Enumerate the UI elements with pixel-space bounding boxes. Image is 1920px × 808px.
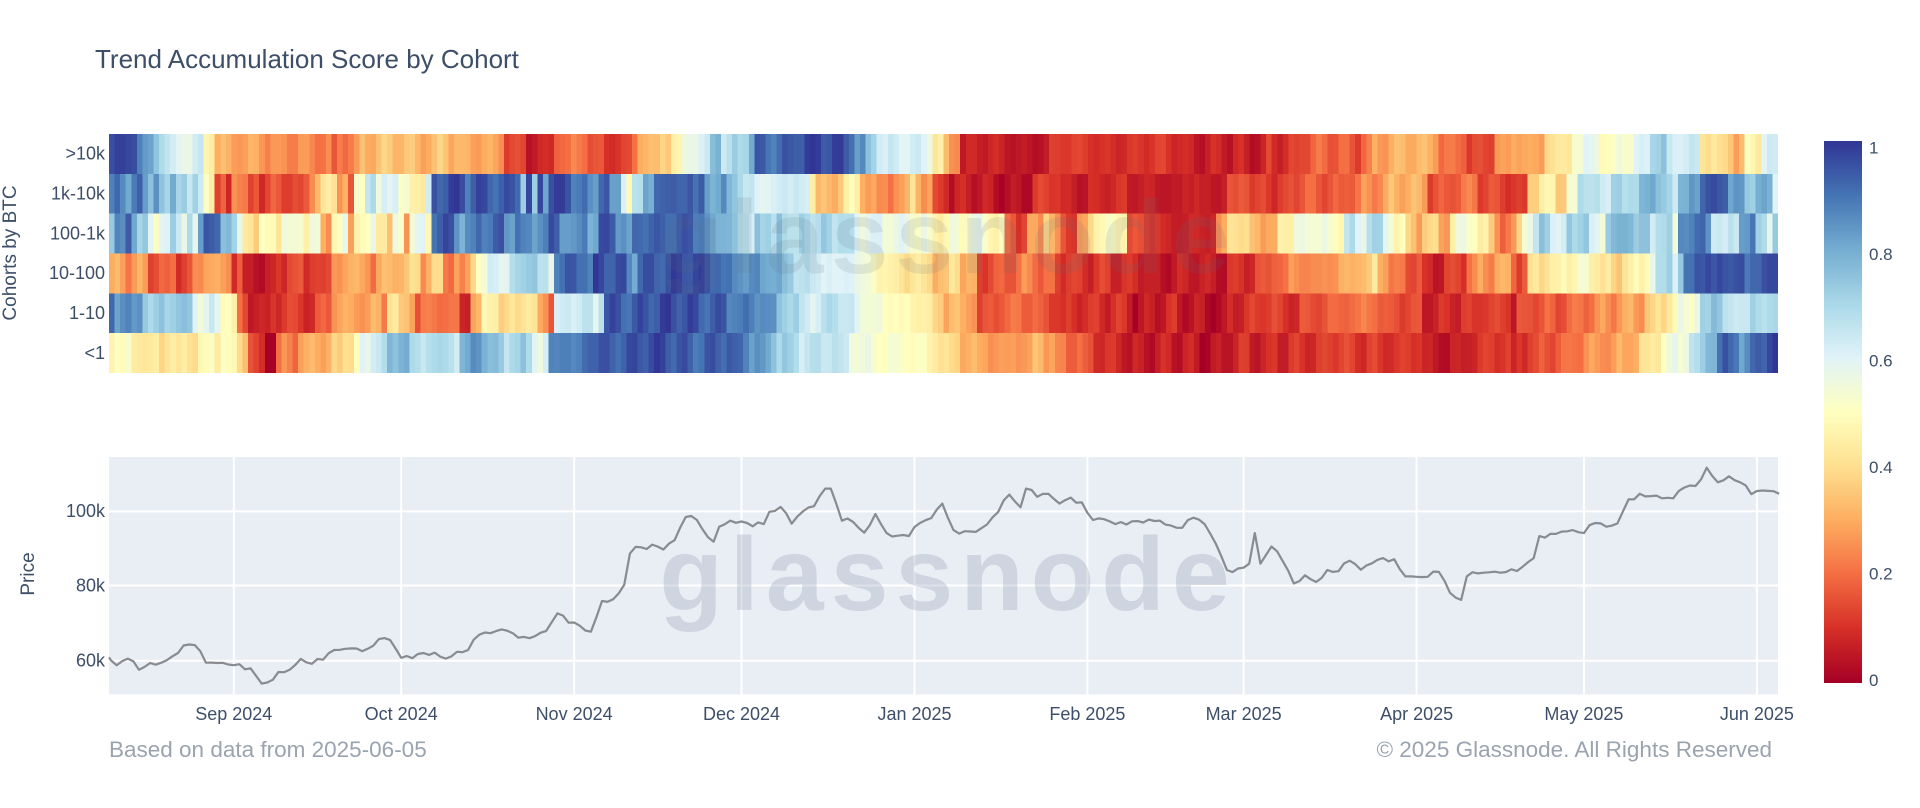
svg-text:glassnode: glassnode <box>659 517 1236 633</box>
svg-text:80k: 80k <box>76 575 106 595</box>
svg-text:Nov 2024: Nov 2024 <box>536 704 613 724</box>
svg-text:Oct 2024: Oct 2024 <box>365 704 438 724</box>
svg-text:60k: 60k <box>76 651 106 671</box>
svg-text:Trend Accumulation Score by Co: Trend Accumulation Score by Cohort <box>95 44 520 74</box>
svg-text:100-1k: 100-1k <box>50 223 106 243</box>
svg-text:<1: <1 <box>84 343 105 363</box>
svg-text:Sep 2024: Sep 2024 <box>195 704 272 724</box>
svg-text:100k: 100k <box>66 501 106 521</box>
svg-text:0.4: 0.4 <box>1869 458 1893 477</box>
svg-text:1-10: 1-10 <box>69 303 105 323</box>
svg-text:May 2025: May 2025 <box>1544 704 1623 724</box>
svg-text:Dec 2024: Dec 2024 <box>703 704 780 724</box>
svg-text:Mar 2025: Mar 2025 <box>1206 704 1282 724</box>
svg-text:0: 0 <box>1869 671 1878 690</box>
svg-text:Feb 2025: Feb 2025 <box>1049 704 1125 724</box>
svg-text:Jan 2025: Jan 2025 <box>877 704 951 724</box>
svg-text:0.6: 0.6 <box>1869 351 1893 370</box>
svg-text:1: 1 <box>1869 138 1878 157</box>
svg-text:0.8: 0.8 <box>1869 245 1893 264</box>
svg-text:Jun 2025: Jun 2025 <box>1720 704 1794 724</box>
svg-text:1k-10k: 1k-10k <box>51 184 106 204</box>
svg-text:© 2025 Glassnode. All Rights R: © 2025 Glassnode. All Rights Reserved <box>1376 737 1772 762</box>
svg-text:Price: Price <box>18 552 39 595</box>
svg-text:Cohorts by BTC: Cohorts by BTC <box>0 185 21 320</box>
svg-text:>10k: >10k <box>65 144 106 164</box>
svg-text:0.2: 0.2 <box>1869 564 1893 583</box>
svg-text:10-100: 10-100 <box>49 263 105 283</box>
svg-text:Apr 2025: Apr 2025 <box>1380 704 1453 724</box>
svg-text:glassnode: glassnode <box>659 180 1236 296</box>
svg-text:Based on data from 2025-06-05: Based on data from 2025-06-05 <box>109 737 427 762</box>
